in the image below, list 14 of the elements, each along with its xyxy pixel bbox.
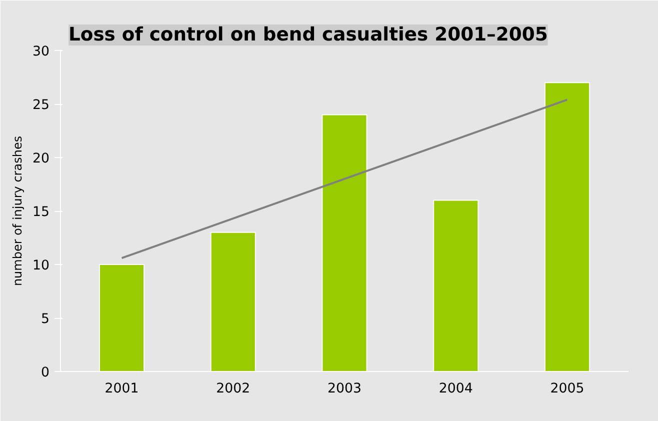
x-tick-label: 2004 xyxy=(438,382,473,396)
y-tick-label: 15 xyxy=(32,205,50,220)
y-tick-label: 30 xyxy=(32,44,50,60)
y-tick-label: 25 xyxy=(32,98,50,113)
x-tick-label: 2001 xyxy=(104,382,139,396)
y-axis-title: number of injury crashes xyxy=(10,136,25,286)
y-tick-label: 20 xyxy=(32,152,50,166)
chart-title: Loss of control on bend casualties 2001–2005 xyxy=(68,24,548,46)
x-tick-label: 2002 xyxy=(216,382,250,396)
x-tick-label: 2003 xyxy=(328,382,362,396)
y-tick-label: 10 xyxy=(32,258,50,274)
y-tick-label: 0 xyxy=(41,366,50,380)
x-tick-label: 2005 xyxy=(550,382,584,396)
y-tick-label: 5 xyxy=(41,312,50,327)
